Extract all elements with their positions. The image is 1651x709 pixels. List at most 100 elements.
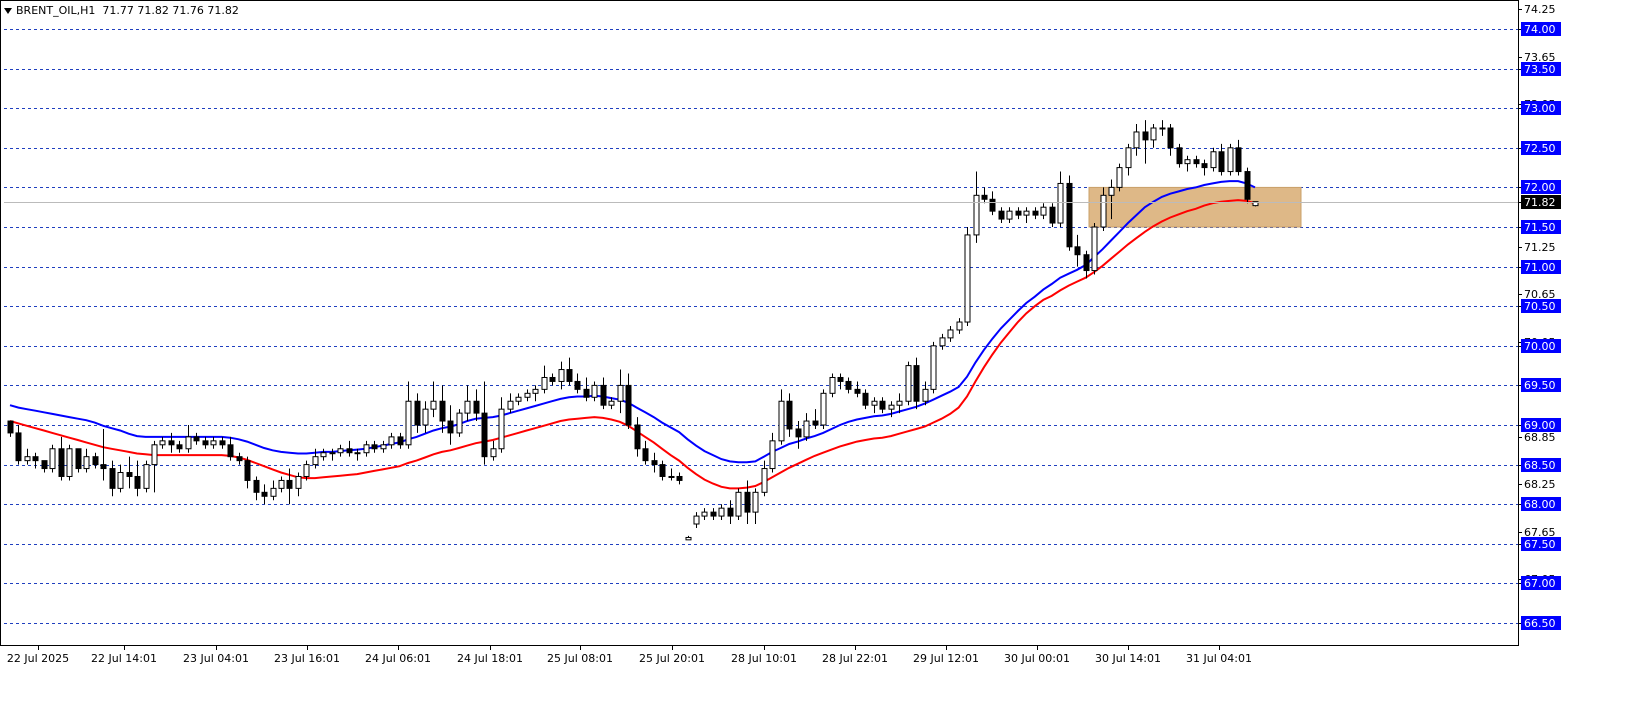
candle-body <box>151 444 158 466</box>
candle <box>676 472 683 485</box>
candle <box>1210 147 1217 172</box>
candle-body <box>905 365 912 402</box>
candle-body <box>92 456 99 466</box>
candle-body <box>1244 171 1251 200</box>
candle <box>625 373 632 429</box>
level-label-bg <box>1521 260 1561 274</box>
y-tick-label: 71.25 <box>1524 241 1556 254</box>
ema-slow-line <box>9 199 1256 490</box>
candle-body <box>168 440 175 446</box>
candle-body <box>1252 201 1259 207</box>
candle-body <box>989 198 996 212</box>
candle <box>414 393 421 433</box>
candle <box>879 397 886 414</box>
candle-body <box>634 424 641 450</box>
candle-body <box>939 337 946 347</box>
candle <box>15 425 22 465</box>
candle-body <box>600 384 607 406</box>
candle-body <box>591 384 598 398</box>
candle <box>642 440 649 465</box>
candle-body <box>871 400 878 406</box>
candle <box>236 452 243 465</box>
candle-body <box>405 400 412 446</box>
candle <box>363 440 370 457</box>
candle <box>100 428 107 481</box>
x-tick-label: 29 Jul 12:01 <box>913 652 979 665</box>
candle-body <box>524 392 531 398</box>
candle-body <box>532 388 539 394</box>
symbol-label: BRENT_OIL,H1 <box>16 4 96 17</box>
candle-body <box>75 448 82 470</box>
candle <box>1218 143 1225 176</box>
candle <box>854 381 861 398</box>
candles <box>7 120 1259 541</box>
level-label-bg <box>1521 180 1561 194</box>
x-tick-label: 31 Jul 04:01 <box>1186 652 1252 665</box>
candle <box>1167 124 1174 156</box>
candle <box>439 385 446 433</box>
candle-body <box>947 329 954 339</box>
dropdown-triangle-icon[interactable] <box>4 8 12 14</box>
candle <box>1100 187 1107 231</box>
candle-body <box>176 444 183 450</box>
candle-body <box>549 376 556 382</box>
candle-body <box>888 404 895 410</box>
candle-body <box>998 210 1005 220</box>
candle-body <box>270 487 277 497</box>
candle-body <box>143 464 150 489</box>
candle-body <box>1006 210 1013 220</box>
candle-body <box>109 468 116 489</box>
candle <box>558 361 565 390</box>
candle <box>134 460 141 497</box>
x-tick-label: 24 Jul 06:01 <box>365 652 431 665</box>
candle-body <box>363 444 370 454</box>
candle <box>143 460 150 493</box>
candle-body <box>1100 194 1107 228</box>
y-tick-label: 73.65 <box>1524 51 1556 64</box>
candle <box>405 381 412 449</box>
candle <box>591 381 598 402</box>
candle <box>812 409 819 429</box>
x-tick-label: 30 Jul 00:01 <box>1004 652 1070 665</box>
grid-lines <box>4 29 1518 624</box>
candle <box>549 373 556 386</box>
candle <box>795 421 802 449</box>
candle-body <box>1032 210 1039 216</box>
level-label-bg <box>1521 339 1561 353</box>
candle-body <box>676 475 683 481</box>
y-tick-label: 74.00 <box>1524 23 1556 36</box>
candle-body <box>1210 151 1217 169</box>
candle <box>1074 234 1081 267</box>
candle-body <box>346 448 353 454</box>
candle <box>617 369 624 414</box>
candle <box>574 373 581 394</box>
candle <box>1091 223 1098 275</box>
candle <box>202 436 209 449</box>
candle <box>1057 171 1064 227</box>
candle <box>303 460 310 481</box>
candle <box>1066 175 1073 251</box>
level-label-bg <box>1521 22 1561 36</box>
candle <box>490 440 497 461</box>
candle-body <box>651 460 658 466</box>
level-label-bg <box>1521 101 1561 115</box>
candle <box>464 385 471 422</box>
support-zone <box>1088 186 1302 228</box>
candle <box>1193 155 1200 168</box>
candle-body <box>820 392 827 426</box>
candle-body <box>481 412 488 458</box>
candle-body <box>193 436 200 442</box>
candle-body <box>829 376 836 394</box>
candle <box>989 191 996 216</box>
candle <box>515 393 522 406</box>
candle <box>270 480 277 501</box>
y-tick-label: 71.50 <box>1524 221 1556 234</box>
candle <box>668 468 675 481</box>
candle <box>820 389 827 429</box>
candle <box>761 460 768 497</box>
x-tick-label: 25 Jul 20:01 <box>639 652 705 665</box>
candle <box>981 187 988 204</box>
